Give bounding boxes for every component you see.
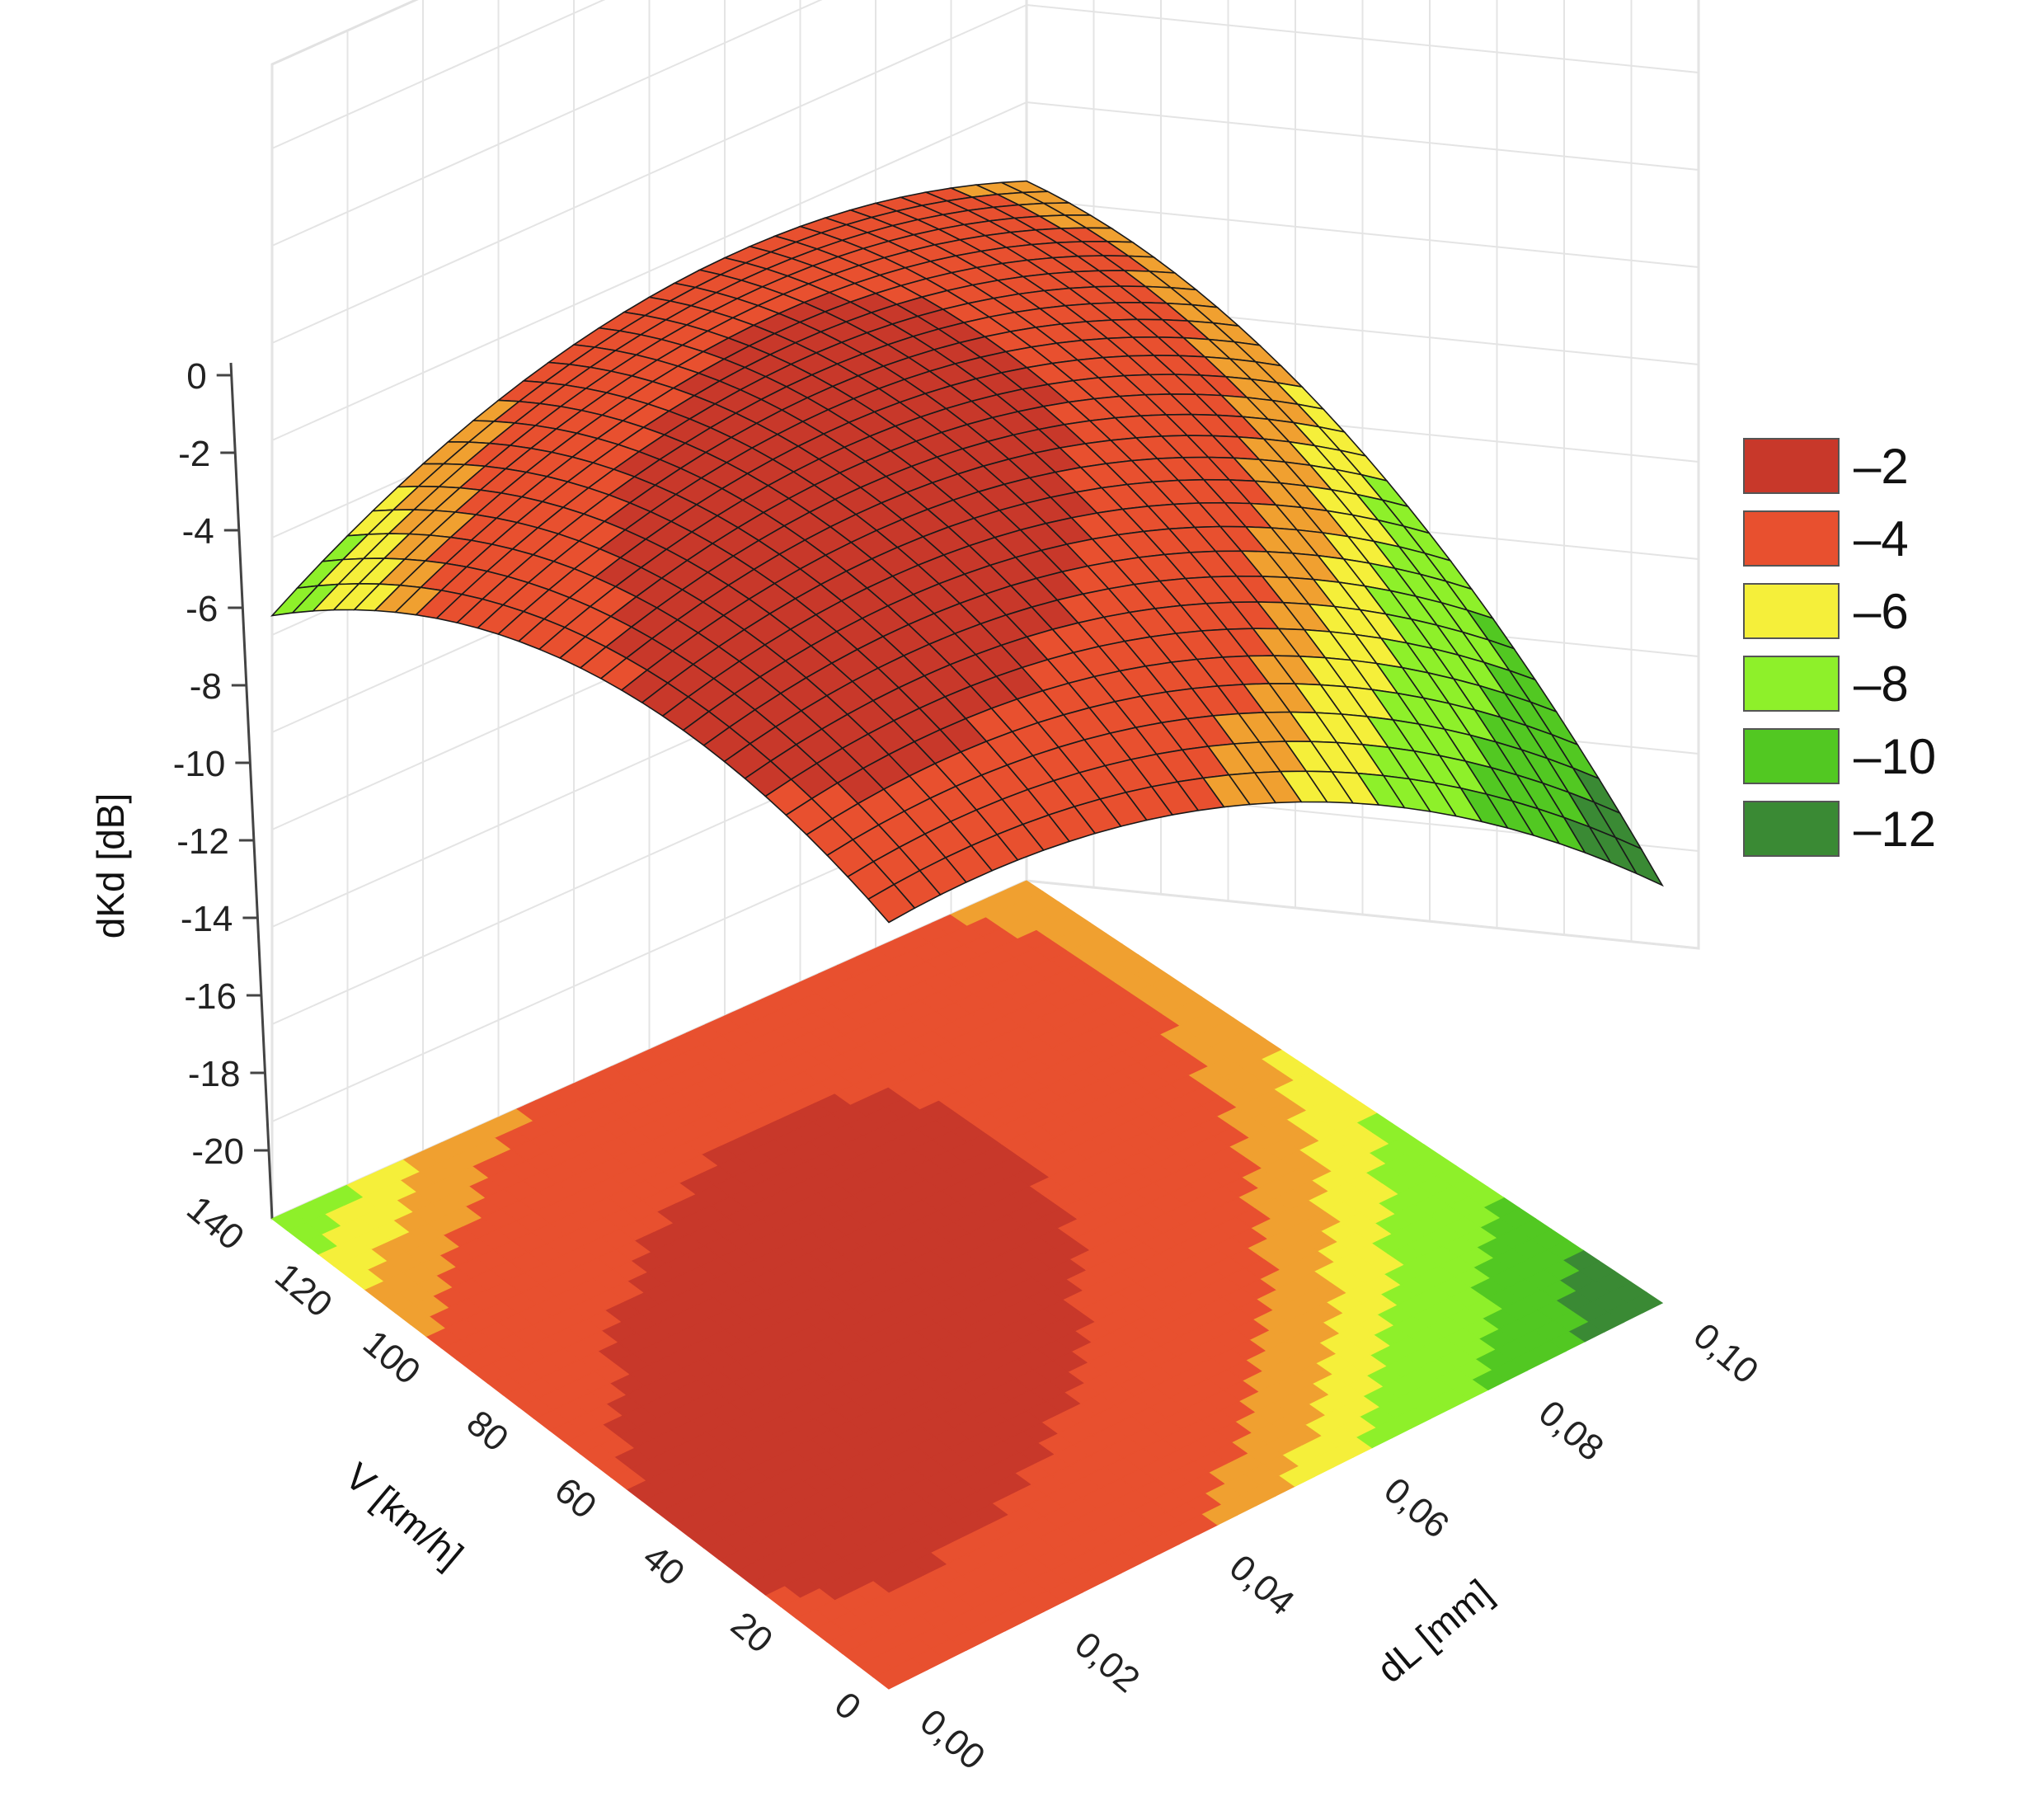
z-axis-line <box>229 362 274 1220</box>
v-tick-label: 100 <box>355 1323 428 1393</box>
legend-swatch <box>1743 728 1840 784</box>
v-tick-label: 0 <box>827 1684 868 1728</box>
wall-grid-line <box>271 101 1027 441</box>
floor-cell <box>1006 880 1044 901</box>
dl-tick-label: 0,08 <box>1531 1393 1611 1470</box>
z-axis-title: dKd [dB] <box>89 793 132 938</box>
floor-contour-map <box>270 880 1664 1690</box>
wall-grid-line <box>271 4 1027 344</box>
z-tick-label: -14 <box>181 899 233 939</box>
legend-label: –10 <box>1854 729 1936 784</box>
dl-tick-label: 0,10 <box>1686 1315 1766 1392</box>
legend-label: –6 <box>1854 584 1909 639</box>
wall-grid-line <box>1026 880 1699 949</box>
legend-swatch <box>1743 656 1840 712</box>
z-tick-label: -18 <box>188 1054 241 1094</box>
wall-grid-line <box>1026 4 1699 73</box>
v-axis-title: V [km/h] <box>337 1455 472 1577</box>
wall-grid-line <box>1026 199 1699 268</box>
wall-grid-line <box>1026 101 1699 171</box>
legend-label: –8 <box>1854 656 1909 712</box>
legend-swatch <box>1743 801 1840 857</box>
v-tick-label: 140 <box>179 1188 251 1258</box>
legend-label: –12 <box>1854 802 1936 857</box>
wall-grid-line <box>271 0 823 247</box>
v-tick-label: 80 <box>459 1403 516 1460</box>
z-tick-label: -4 <box>182 511 214 552</box>
z-tick-label: -16 <box>184 976 237 1017</box>
z-tick-label: -20 <box>191 1131 244 1172</box>
z-tick-label: -10 <box>173 744 226 784</box>
v-tick-label: 120 <box>267 1255 340 1325</box>
v-tick-label: 20 <box>723 1604 780 1661</box>
v-tick-label: 60 <box>547 1470 604 1526</box>
legend-swatch <box>1743 583 1840 639</box>
surface-cell <box>867 883 916 924</box>
legend-label: –4 <box>1854 511 1909 567</box>
wall-grid-line <box>271 0 606 149</box>
legend-swatch <box>1743 510 1840 567</box>
z-tick-label: -8 <box>190 666 222 707</box>
response-surface <box>270 180 1664 924</box>
dl-tick-label: 0,06 <box>1376 1470 1456 1546</box>
legend: –2 –4 –6 –8 –10 –12 <box>1743 438 1936 857</box>
z-tick-label: 0 <box>186 356 206 397</box>
z-tick-label: -6 <box>186 589 218 629</box>
dl-tick-label: 0,02 <box>1067 1625 1147 1701</box>
legend-swatch <box>1743 438 1840 494</box>
dl-tick-label: 0,04 <box>1222 1547 1302 1624</box>
z-tick-label: -12 <box>176 821 229 862</box>
dl-axis-title: dL [mm] <box>1369 1571 1500 1691</box>
dl-tick-label: 0,00 <box>913 1701 993 1778</box>
z-tick-label: -2 <box>178 434 210 474</box>
legend-label: –2 <box>1854 439 1909 494</box>
v-tick-label: 40 <box>635 1537 692 1594</box>
